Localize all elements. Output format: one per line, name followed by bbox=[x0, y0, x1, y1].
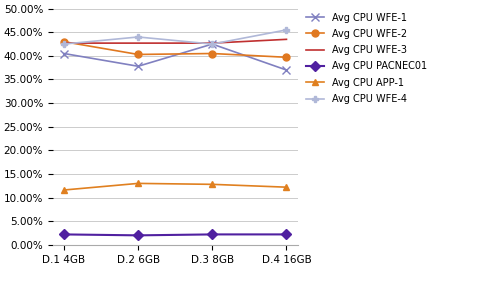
Avg CPU WFE-3 bbox=[61, 41, 67, 45]
Avg CPU WFE-4 bbox=[209, 42, 215, 46]
Line: Avg CPU APP-1: Avg CPU APP-1 bbox=[60, 180, 290, 194]
Line: Avg CPU WFE-2: Avg CPU WFE-2 bbox=[60, 38, 290, 61]
Avg CPU PACNEC01 bbox=[209, 233, 215, 236]
Avg CPU PACNEC01 bbox=[135, 234, 141, 237]
Avg CPU WFE-1 bbox=[61, 52, 67, 55]
Avg CPU WFE-2 bbox=[209, 52, 215, 55]
Avg CPU PACNEC01 bbox=[284, 233, 289, 236]
Avg CPU APP-1 bbox=[135, 182, 141, 185]
Avg CPU WFE-3 bbox=[135, 41, 141, 45]
Avg CPU WFE-1 bbox=[284, 68, 289, 72]
Avg CPU PACNEC01 bbox=[61, 233, 67, 236]
Avg CPU WFE-2 bbox=[61, 40, 67, 43]
Legend: Avg CPU WFE-1, Avg CPU WFE-2, Avg CPU WFE-3, Avg CPU PACNEC01, Avg CPU APP-1, Av: Avg CPU WFE-1, Avg CPU WFE-2, Avg CPU WF… bbox=[302, 9, 431, 108]
Avg CPU WFE-2 bbox=[284, 56, 289, 59]
Line: Avg CPU WFE-1: Avg CPU WFE-1 bbox=[60, 40, 290, 74]
Avg CPU APP-1 bbox=[209, 183, 215, 186]
Avg CPU WFE-3 bbox=[284, 38, 289, 41]
Avg CPU WFE-4 bbox=[61, 42, 67, 46]
Avg CPU WFE-1 bbox=[209, 42, 215, 46]
Avg CPU WFE-2 bbox=[135, 53, 141, 56]
Avg CPU APP-1 bbox=[284, 185, 289, 189]
Line: Avg CPU WFE-4: Avg CPU WFE-4 bbox=[60, 26, 290, 48]
Line: Avg CPU PACNEC01: Avg CPU PACNEC01 bbox=[60, 231, 290, 239]
Avg CPU WFE-4 bbox=[284, 28, 289, 32]
Avg CPU WFE-3 bbox=[209, 41, 215, 45]
Line: Avg CPU WFE-3: Avg CPU WFE-3 bbox=[64, 39, 287, 43]
Avg CPU APP-1 bbox=[61, 188, 67, 192]
Avg CPU WFE-4 bbox=[135, 35, 141, 39]
Avg CPU WFE-1 bbox=[135, 65, 141, 68]
